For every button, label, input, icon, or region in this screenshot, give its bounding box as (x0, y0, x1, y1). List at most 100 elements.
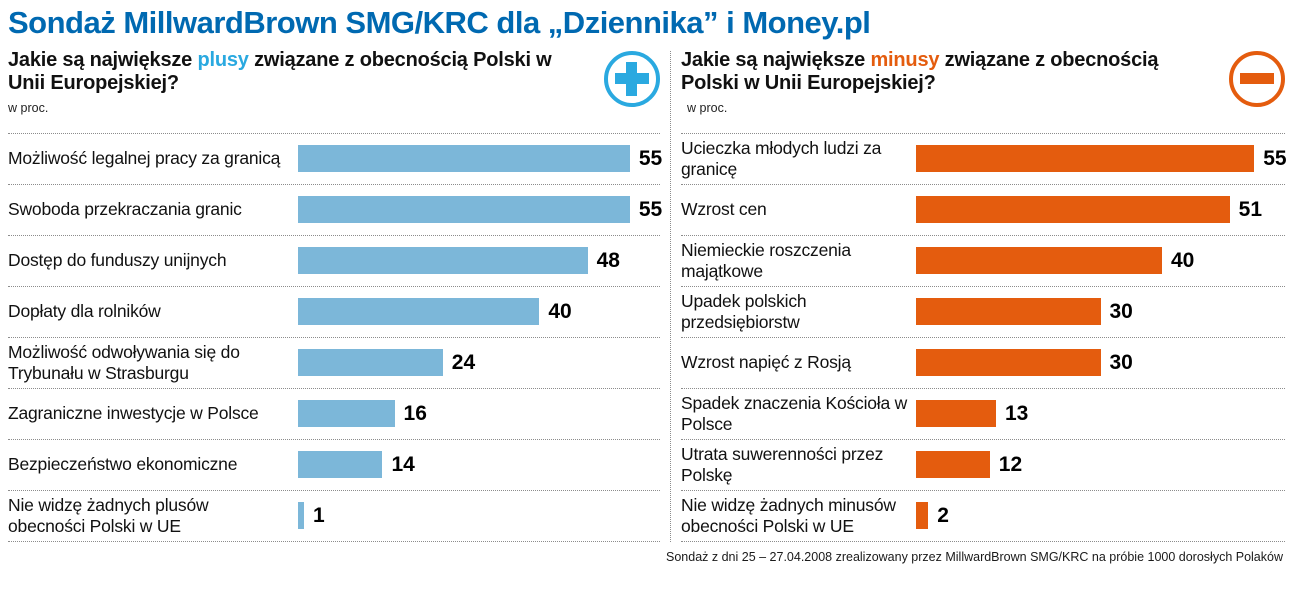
bar-area: 24 (298, 349, 660, 377)
bar-value: 14 (391, 452, 415, 476)
bar (916, 502, 929, 530)
bar-area: 14 (298, 451, 660, 479)
unit-label: w proc. (8, 100, 49, 115)
bar-label: Swoboda przekraczania granic (8, 199, 242, 220)
bar-label: Ucieczka młodych ludzi za granicę (681, 138, 882, 179)
bar-value: 55 (638, 197, 663, 221)
bar-row: Bezpieczeństwo ekonomiczne 14 (8, 438, 660, 490)
bar-area: 51 (916, 196, 1285, 224)
bar-row: Niemieckie roszczenia majątkowe 40 (681, 234, 1285, 286)
question-minusy: Jakie są największe minusy związane z ob… (681, 49, 1201, 115)
question-post: związane z obecnością Polski w Unii Euro… (8, 48, 552, 94)
keyword-plusy: plusy (197, 48, 249, 71)
bar-label: Możliwość odwoływania się do Trybunału w… (8, 342, 240, 383)
bar-label: Wzrost cen (681, 199, 767, 220)
bar-row: Możliwość odwoływania się do Trybunału w… (8, 336, 660, 388)
bar (916, 349, 1101, 377)
panel-minusy: Jakie są największe minusy związane z ob… (681, 49, 1287, 542)
bar-area: 55 (298, 196, 663, 224)
bar-value: 55 (1263, 146, 1287, 170)
bar-value: 40 (548, 299, 572, 323)
question-minusy-text: Jakie są największe minusy związane z ob… (681, 49, 1201, 95)
bar-row: Wzrost cen 51 (681, 183, 1285, 235)
bar-row: Zagraniczne inwestycje w Polsce 16 (8, 387, 660, 439)
bar-label: Dostęp do funduszy unijnych (8, 250, 227, 271)
plusy-rows: Możliwość legalnej pracy za granicą 55 S… (8, 132, 663, 542)
bar-label: Nie widzę żadnych plusów obecności Polsk… (8, 495, 209, 536)
bar-value: 48 (596, 248, 620, 272)
bar-label: Bezpieczeństwo ekonomiczne (8, 454, 238, 475)
bar-row: Dostęp do funduszy unijnych 48 (8, 234, 660, 286)
bar-row: Dopłaty dla rolników 40 (8, 285, 660, 337)
bar-row: Nie widzę żadnych plusów obecności Polsk… (8, 489, 660, 541)
bar-value: 51 (1238, 197, 1262, 221)
bar-area: 13 (916, 400, 1285, 428)
bar-area: 48 (298, 247, 660, 275)
survey-footnote: Sondaż z dni 25 – 27.04.2008 zrealizowan… (666, 549, 1283, 564)
bar (916, 247, 1162, 275)
question-pre: Jakie są największe (681, 48, 871, 71)
bar-row: Spadek znaczenia Kościoła w Polsce 13 (681, 387, 1285, 439)
bar-value: 13 (1004, 401, 1029, 425)
bar (916, 451, 990, 479)
bar (298, 349, 443, 377)
charts-container: Jakie są największe plusy związane z obe… (0, 43, 1290, 542)
minusy-rows: Ucieczka młodych ludzi za granicę 55 Wzr… (681, 132, 1287, 542)
question-plusy: Jakie są największe plusy związane z obe… (8, 49, 583, 115)
bar-label: Wzrost napięć z Rosją (681, 352, 851, 373)
bar-value: 12 (998, 452, 1023, 476)
bar-row: Swoboda przekraczania granic 55 (8, 183, 663, 235)
vertical-divider (670, 50, 671, 542)
question-pre: Jakie są największe (8, 48, 198, 71)
page-title: Sondaż MillwardBrown SMG/KRC dla „Dzienn… (8, 5, 871, 40)
bar-label: Dopłaty dla rolników (8, 301, 161, 322)
bar-label: Niemieckie roszczenia majątkowe (681, 240, 851, 281)
bar (298, 247, 588, 275)
question-post: związane z obecnością Polski w Unii Euro… (681, 48, 1159, 94)
bar-value: 1 (313, 503, 325, 527)
bar-row: Ucieczka młodych ludzi za granicę 55 (681, 132, 1287, 184)
bar-area: 2 (916, 502, 1285, 530)
bar (298, 298, 540, 326)
keyword-minusy: minusy (870, 48, 940, 71)
bar-value: 55 (638, 146, 663, 170)
bar-label: Zagraniczne inwestycje w Polsce (8, 403, 259, 424)
question-plusy-text: Jakie są największe plusy związane z obe… (8, 49, 583, 95)
unit-label: w proc. (687, 100, 728, 115)
bar-label: Możliwość legalnej pracy za granicą (8, 148, 281, 169)
plus-icon (604, 50, 660, 107)
bar-row: Upadek polskich przedsiębiorstw 30 (681, 285, 1285, 337)
panel-plusy-header: Jakie są największe plusy związane z obe… (8, 49, 660, 127)
bar (298, 451, 383, 479)
bar-label: Utrata suwerenności przez Polskę (681, 444, 884, 485)
bar (298, 145, 630, 173)
bar-label: Spadek znaczenia Kościoła w Polsce (681, 393, 908, 434)
bar (916, 145, 1255, 173)
bar-row: Wzrost napięć z Rosją 30 (681, 336, 1285, 388)
bar-area: 30 (916, 298, 1285, 326)
bar (298, 502, 305, 530)
bar (298, 400, 395, 428)
bar-value: 40 (1171, 248, 1195, 272)
bar-value: 16 (403, 401, 427, 425)
bar-value: 30 (1109, 350, 1133, 374)
bar-value: 30 (1109, 299, 1133, 323)
panel-minusy-header: Jakie są największe minusy związane z ob… (681, 49, 1285, 127)
bar (916, 298, 1101, 326)
bar-area: 1 (298, 502, 660, 530)
bar-row: Możliwość legalnej pracy za granicą 55 (8, 132, 663, 184)
bar-area: 55 (298, 145, 663, 173)
bar-area: 16 (298, 400, 660, 428)
bar-label: Nie widzę żadnych minusów obecności Pols… (681, 495, 896, 536)
bar-area: 40 (916, 247, 1285, 275)
bar-area: 55 (916, 145, 1287, 173)
bar-value: 2 (937, 503, 949, 527)
bar-area: 12 (916, 451, 1285, 479)
bar-area: 40 (298, 298, 660, 326)
bar-label: Upadek polskich przedsiębiorstw (681, 291, 807, 332)
bar (916, 400, 996, 428)
bar-row: Nie widzę żadnych minusów obecności Pols… (681, 489, 1285, 541)
bar-value: 24 (451, 350, 476, 374)
bar-area: 30 (916, 349, 1285, 377)
